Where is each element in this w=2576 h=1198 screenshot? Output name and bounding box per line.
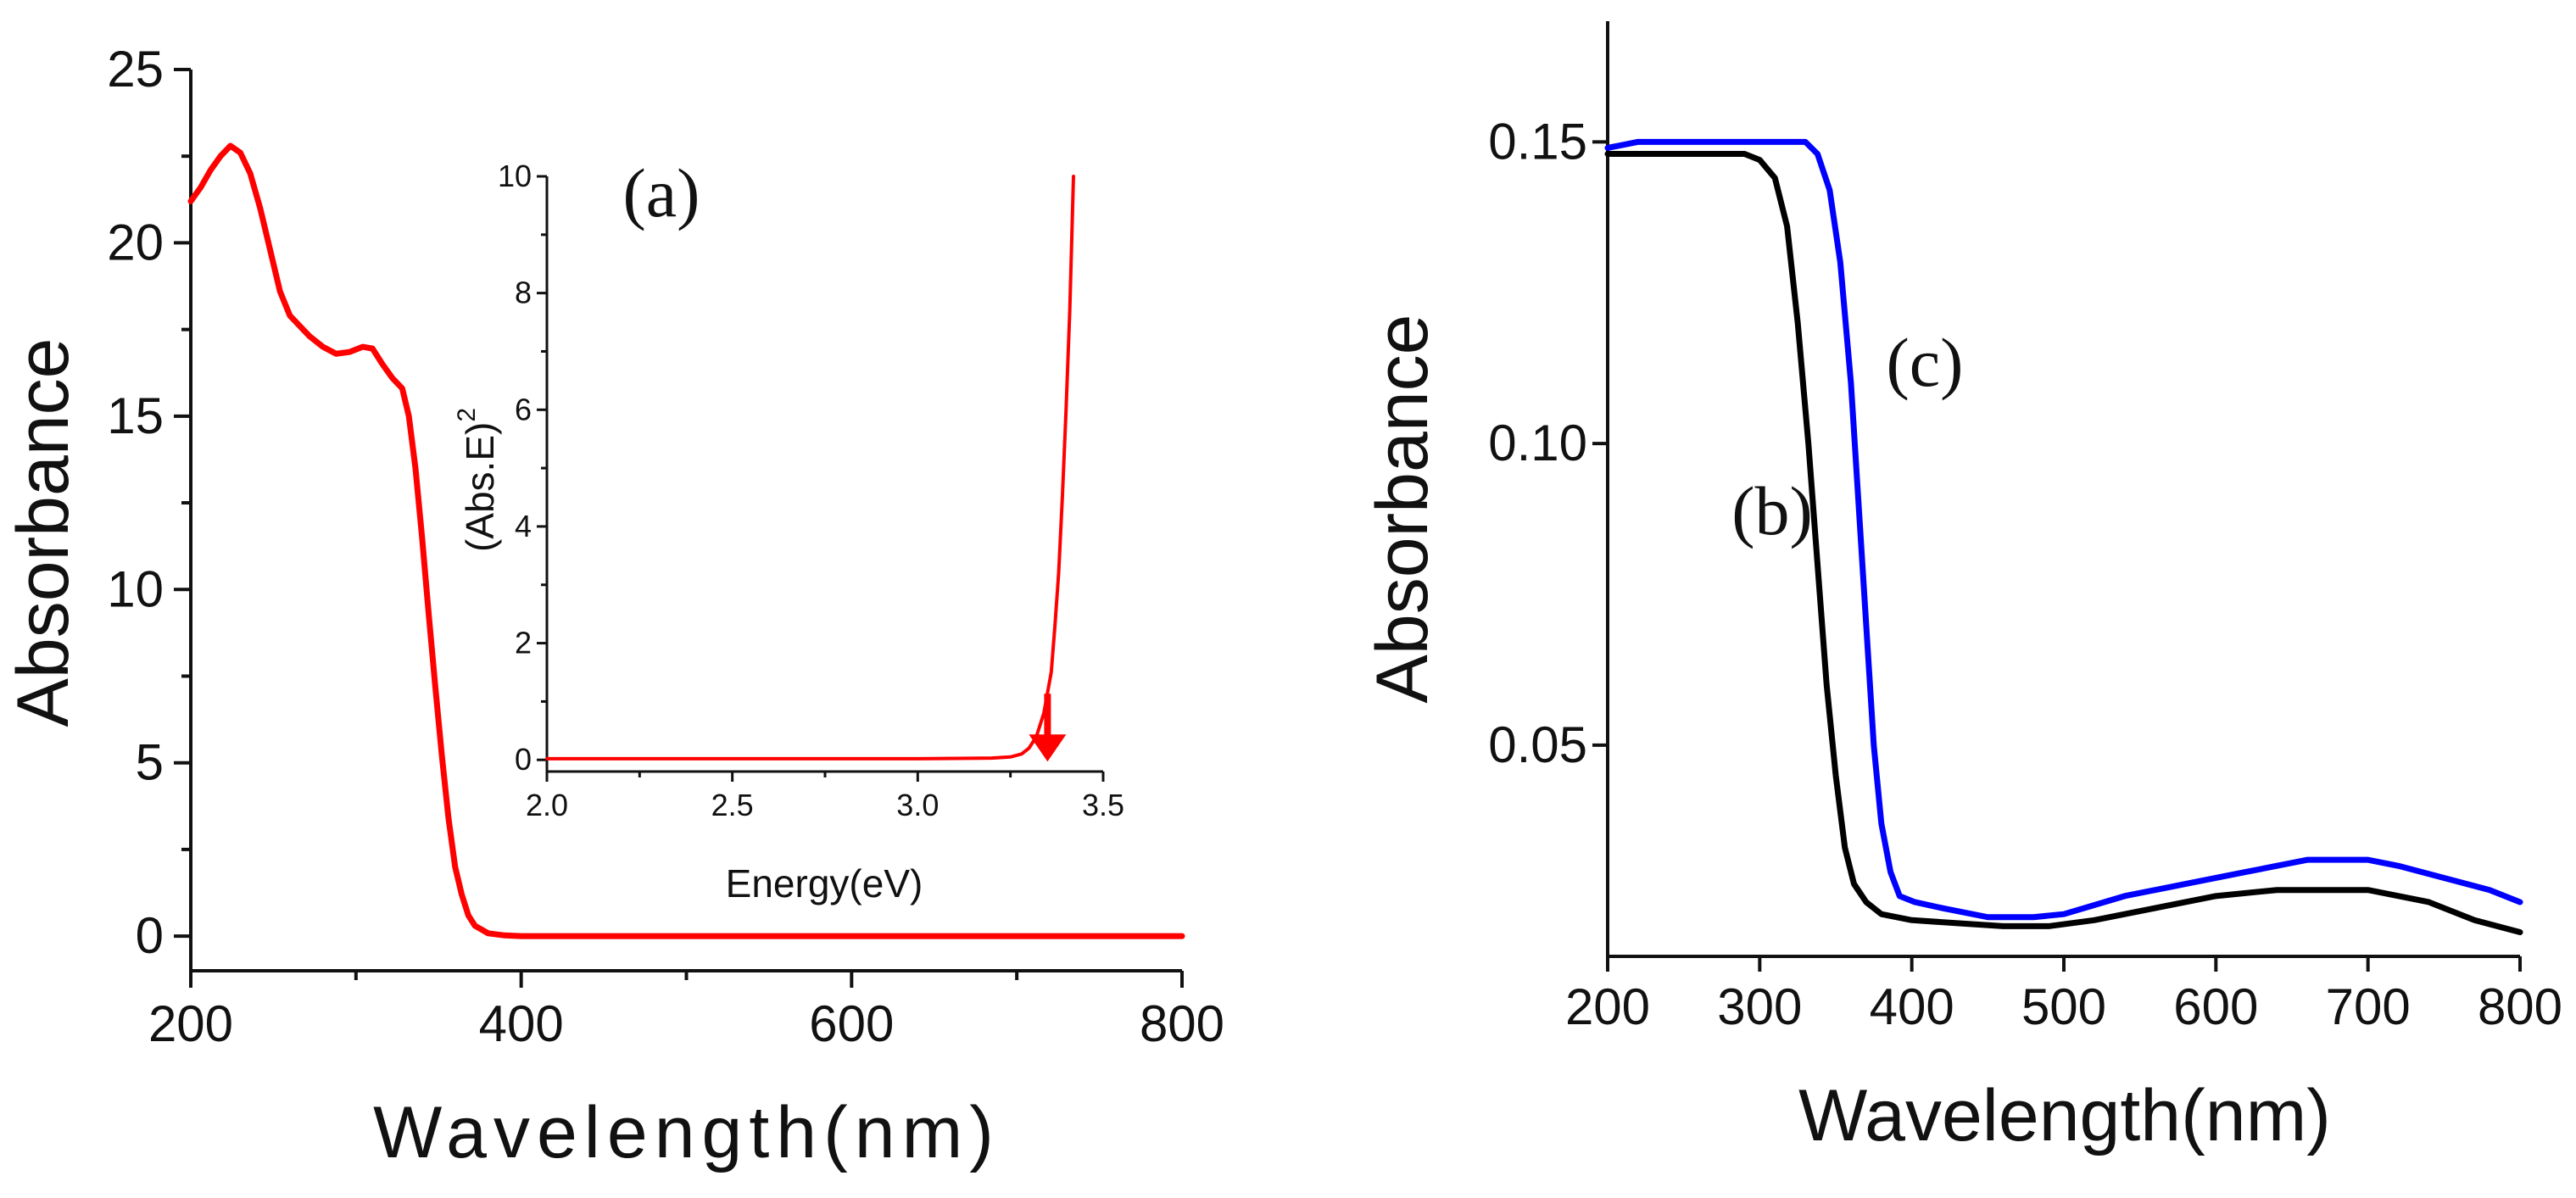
left-y-tick-label: 5	[136, 734, 164, 791]
inset-tick-labels: 2.0 2.5 3.0 3.5 0 2 4 6 8 10	[498, 159, 1124, 822]
inset-y-tick-label: 4	[515, 509, 532, 543]
inset-y-tick-label: 10	[498, 159, 532, 193]
inset-y-axis-title-group: (Abs.E)2	[453, 408, 502, 552]
right-x-axis-title: Wavelength(nm)	[1798, 1075, 2331, 1156]
right-series-line-1	[1604, 151, 2523, 936]
inset-arrow-head	[1029, 734, 1067, 762]
right-y-tick-label: 0.05	[1488, 716, 1587, 773]
left-ticks	[174, 68, 1184, 988]
inset-series-line-1	[545, 175, 1076, 761]
right-ticks	[1592, 140, 2522, 972]
left-y-tick-label: 10	[107, 560, 164, 617]
inset-y-axis-title: (Abs.E)	[458, 422, 502, 552]
inset-ticks	[537, 175, 1105, 782]
right-series-layer	[1604, 138, 2523, 936]
left-series-layer	[187, 142, 1185, 939]
right-y-tick-label: 0.10	[1488, 415, 1587, 471]
right-y-tick-label: 0.15	[1488, 113, 1587, 170]
left-x-axis-title: Wavelength(nm)	[373, 1092, 1001, 1173]
inset-x-tick-label: 2.5	[711, 788, 754, 822]
inset-y-tick-label: 6	[515, 392, 532, 426]
left-x-tick-label: 800	[1140, 995, 1224, 1052]
inset-x-tick-label: 3.0	[896, 788, 939, 822]
left-y-tick-label: 15	[107, 387, 164, 444]
right-x-tick-label: 800	[2478, 978, 2562, 1035]
left-y-tick-label: 0	[136, 907, 164, 964]
panel-label-b: (b)	[1731, 472, 1813, 549]
inset-series-layer	[545, 175, 1076, 761]
inset-x-tick-label: 2.0	[526, 788, 568, 822]
panel-label-c: (c)	[1886, 324, 1963, 401]
right-tick-labels: 200 300 400 500 600 700 800 0.05 0.10 0.15	[1488, 113, 2562, 1035]
panel-label-a: (a)	[622, 154, 700, 231]
right-x-tick-label: 300	[1717, 978, 1802, 1035]
inset-y-tick-label: 0	[515, 742, 532, 777]
left-y-tick-label: 25	[107, 41, 164, 98]
left-x-tick-label: 600	[809, 995, 894, 1052]
right-chart: 200 300 400 500 600 700 800 0.05 0.10 0.15 Wavele…	[1362, 21, 2562, 1156]
right-x-tick-label: 500	[2021, 978, 2106, 1035]
left-y-axis-title: Absorbance	[3, 338, 84, 727]
right-x-tick-label: 400	[1870, 978, 1954, 1035]
left-x-tick-label: 400	[479, 995, 564, 1052]
right-x-tick-label: 600	[2173, 978, 2258, 1035]
left-series-line-1	[187, 142, 1185, 939]
inset-y-axis-exponent: 2	[453, 408, 481, 422]
inset-y-tick-label: 2	[515, 626, 532, 660]
right-series-line-2	[1604, 138, 2523, 921]
left-x-tick-label: 200	[148, 995, 233, 1052]
right-x-tick-label: 700	[2326, 978, 2411, 1035]
inset-x-tick-label: 3.5	[1082, 788, 1124, 822]
inset-arrow-annotation	[1029, 694, 1067, 762]
right-x-tick-label: 200	[1565, 978, 1650, 1035]
svg-text:(Abs.E)2: (Abs.E)2	[453, 408, 502, 552]
inset-x-axis-title: Energy(eV)	[726, 861, 923, 905]
left-y-tick-label: 20	[107, 214, 164, 270]
inset-y-tick-label: 8	[515, 276, 532, 310]
right-y-axis-title: Absorbance	[1362, 315, 1443, 704]
